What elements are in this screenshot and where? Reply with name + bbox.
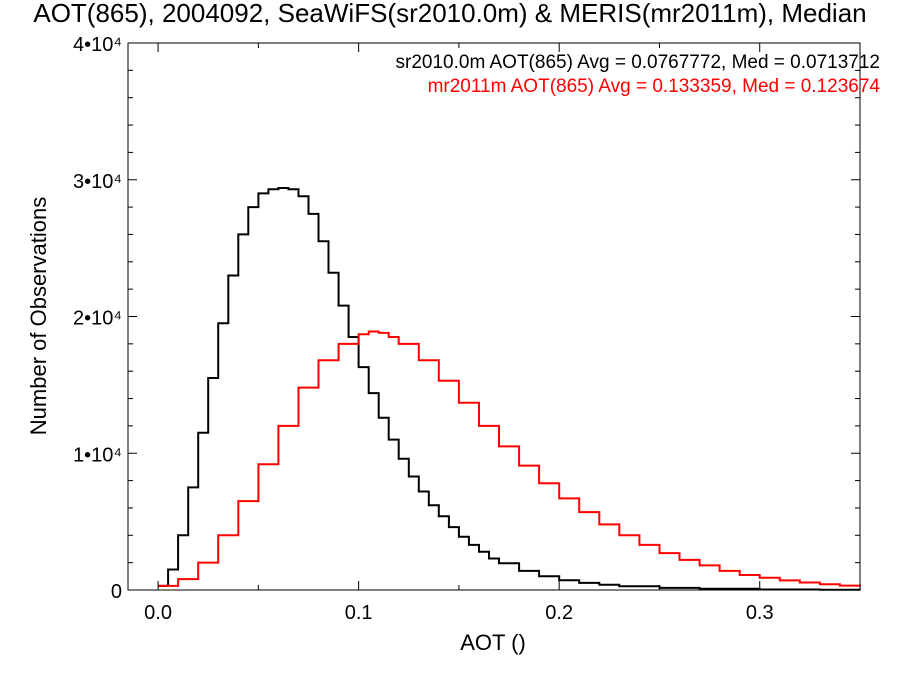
x-tick-label: 0.3 [746, 602, 774, 624]
x-tick-label: 0.1 [345, 602, 373, 624]
series-1-line [158, 330, 861, 587]
series-layer [158, 187, 861, 591]
axes-layer: 0.0 0.1 0.2 0.3 0 1•10⁴ 2•10⁴ 3•10⁴ 4•10⁴ [73, 34, 861, 624]
x-axis-label: AOT () [460, 630, 526, 655]
y-axis-label: Number of Observations [26, 197, 51, 435]
chart-title: AOT(865), 2004092, SeaWiFS(sr2010.0m) & … [33, 0, 867, 28]
y-tick-label: 2•10⁴ [73, 308, 122, 330]
y-tick-label: 1•10⁴ [73, 444, 122, 466]
series-0-line [158, 187, 861, 591]
x-tick-label: 0.2 [545, 602, 573, 624]
y-tick-label: 0 [111, 581, 122, 603]
y-tick-label: 3•10⁴ [73, 171, 122, 193]
legend-entry-1: mr2011m AOT(865) Avg = 0.133359, Med = 0… [428, 76, 881, 97]
legend-entry-0: sr2010.0m AOT(865) Avg = 0.0767772, Med … [396, 52, 881, 73]
x-tick-label: 0.0 [144, 602, 172, 624]
y-tick-label: 4•10⁴ [73, 34, 122, 56]
legend-layer: sr2010.0m AOT(865) Avg = 0.0767772, Med … [396, 52, 881, 97]
